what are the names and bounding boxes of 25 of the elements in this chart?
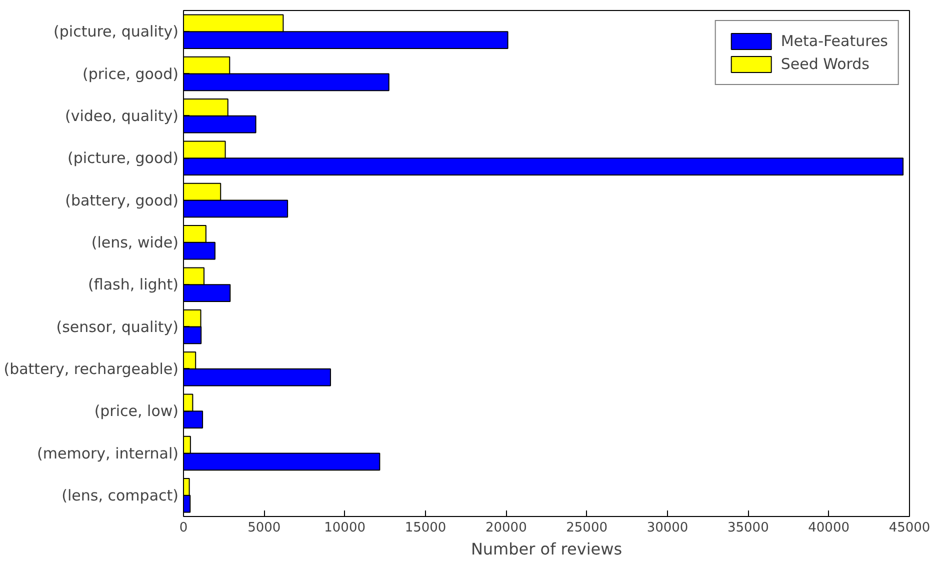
y-tick-label: (battery, rechargeable)	[4, 360, 178, 378]
x-tick-label: 20000	[485, 520, 527, 536]
x-tick-label: 0	[179, 520, 188, 536]
y-tick-label: (flash, light)	[88, 276, 179, 294]
x-tick-label: 15000	[404, 520, 446, 536]
legend-label: Meta-Features	[780, 32, 888, 50]
x-tick-label: 5000	[248, 520, 281, 536]
x-tick-label: 45000	[888, 520, 930, 536]
x-axis-title: Number of reviews	[470, 540, 622, 558]
y-tick-label: (sensor, quality)	[56, 318, 178, 336]
y-tick-label: (picture, quality)	[54, 22, 179, 41]
x-tick-label: 10000	[324, 520, 366, 536]
y-tick-label: (video, quality)	[64, 106, 179, 125]
y-tick-label: (lens, wide)	[91, 233, 179, 252]
x-tick-label: 25000	[566, 520, 608, 536]
x-tick-label: 40000	[808, 520, 850, 536]
y-tick-label: (battery, good)	[65, 191, 179, 210]
y-tick-label: (price, low)	[94, 402, 179, 420]
y-tick-label: (lens, compact)	[62, 486, 179, 504]
legend-label: Seed Words	[780, 55, 870, 73]
y-tick-label: (price, good)	[82, 64, 179, 83]
x-tick-label: 35000	[727, 520, 769, 536]
x-tick-label: 30000	[646, 520, 688, 536]
y-tick-label: (picture, good)	[67, 149, 179, 168]
y-tick-label: (memory, internal)	[37, 444, 178, 462]
